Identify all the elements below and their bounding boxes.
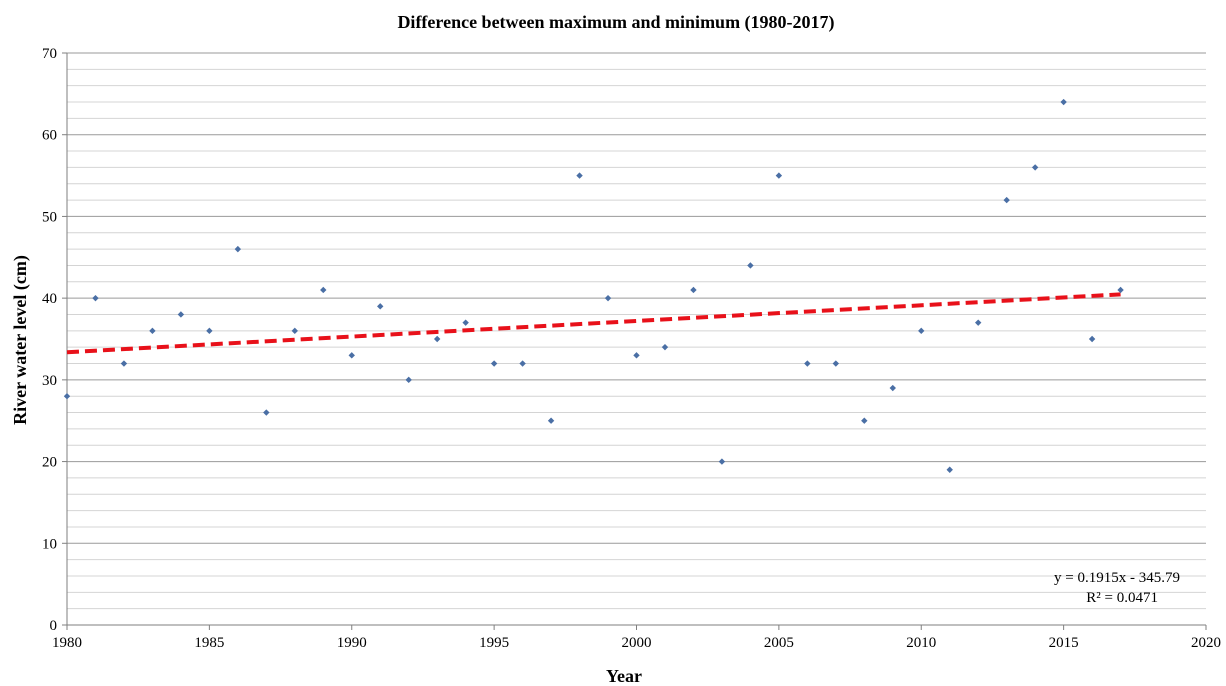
axes [62,52,1207,630]
data-point [490,360,498,367]
grid-lines [67,52,1206,610]
data-points [63,98,1124,473]
x-tick-label: 2000 [622,635,652,651]
data-point [320,286,327,294]
data-point [263,409,270,416]
y-tick-label: 40 [42,291,57,307]
x-tick-label: 1985 [194,635,224,651]
data-point [377,303,384,310]
data-point [433,335,441,343]
data-point [661,343,669,351]
data-point [576,172,583,179]
data-point [63,393,71,400]
data-point [747,262,754,269]
x-tick-label: 1990 [337,635,367,651]
x-tick-label: 2020 [1191,635,1221,651]
data-point [405,376,412,384]
data-point [149,327,156,335]
trendline [66,292,1121,355]
data-point [206,327,213,335]
x-tick-labels: 1980 1985 1990 1995 2000 2005 2010 2015 2020 [52,635,1221,651]
data-point [718,458,726,465]
data-point [804,360,811,367]
x-tick-label: 2005 [764,635,794,651]
y-tick-label: 0 [50,618,58,634]
data-point [92,294,99,302]
data-point [1088,335,1096,343]
trendline-path [66,292,1121,355]
y-tick-labels: 0 10 20 30 40 50 60 70 [42,46,57,634]
data-point [1003,196,1010,204]
data-point [690,286,697,294]
y-tick-label: 70 [42,46,57,62]
data-point [832,360,840,367]
y-axis-label: River water level (cm) [10,255,31,425]
data-point [633,352,640,359]
data-point [519,360,526,367]
data-point [462,319,469,326]
data-point [547,417,555,424]
data-point [120,360,128,367]
data-point [604,294,612,302]
data-point [889,384,896,392]
x-tick-label: 1980 [52,635,82,651]
data-point [1031,164,1039,171]
data-point [918,327,925,335]
r-squared-label: R² = 0.0471 [1086,590,1158,606]
data-point [946,466,953,473]
data-point [177,311,185,318]
chart-title: Difference between maximum and minimum (… [397,12,834,33]
data-point [775,172,783,179]
data-point [234,245,242,253]
data-point [975,319,982,326]
x-tick-label: 1995 [479,635,509,651]
y-tick-label: 10 [42,536,57,552]
x-axis-label: Year [606,666,642,686]
y-tick-label: 60 [42,128,57,144]
data-point [348,352,355,359]
y-tick-label: 50 [42,209,57,225]
y-tick-label: 30 [42,373,57,389]
data-point [1117,286,1124,294]
x-tick-label: 2010 [906,635,936,651]
x-tick-label: 2015 [1049,635,1079,651]
data-point [291,327,298,335]
y-tick-label: 20 [42,455,57,471]
data-point [1060,98,1067,106]
data-point [861,417,868,424]
trendline-equation: y = 0.1915x - 345.79 [1054,570,1180,586]
